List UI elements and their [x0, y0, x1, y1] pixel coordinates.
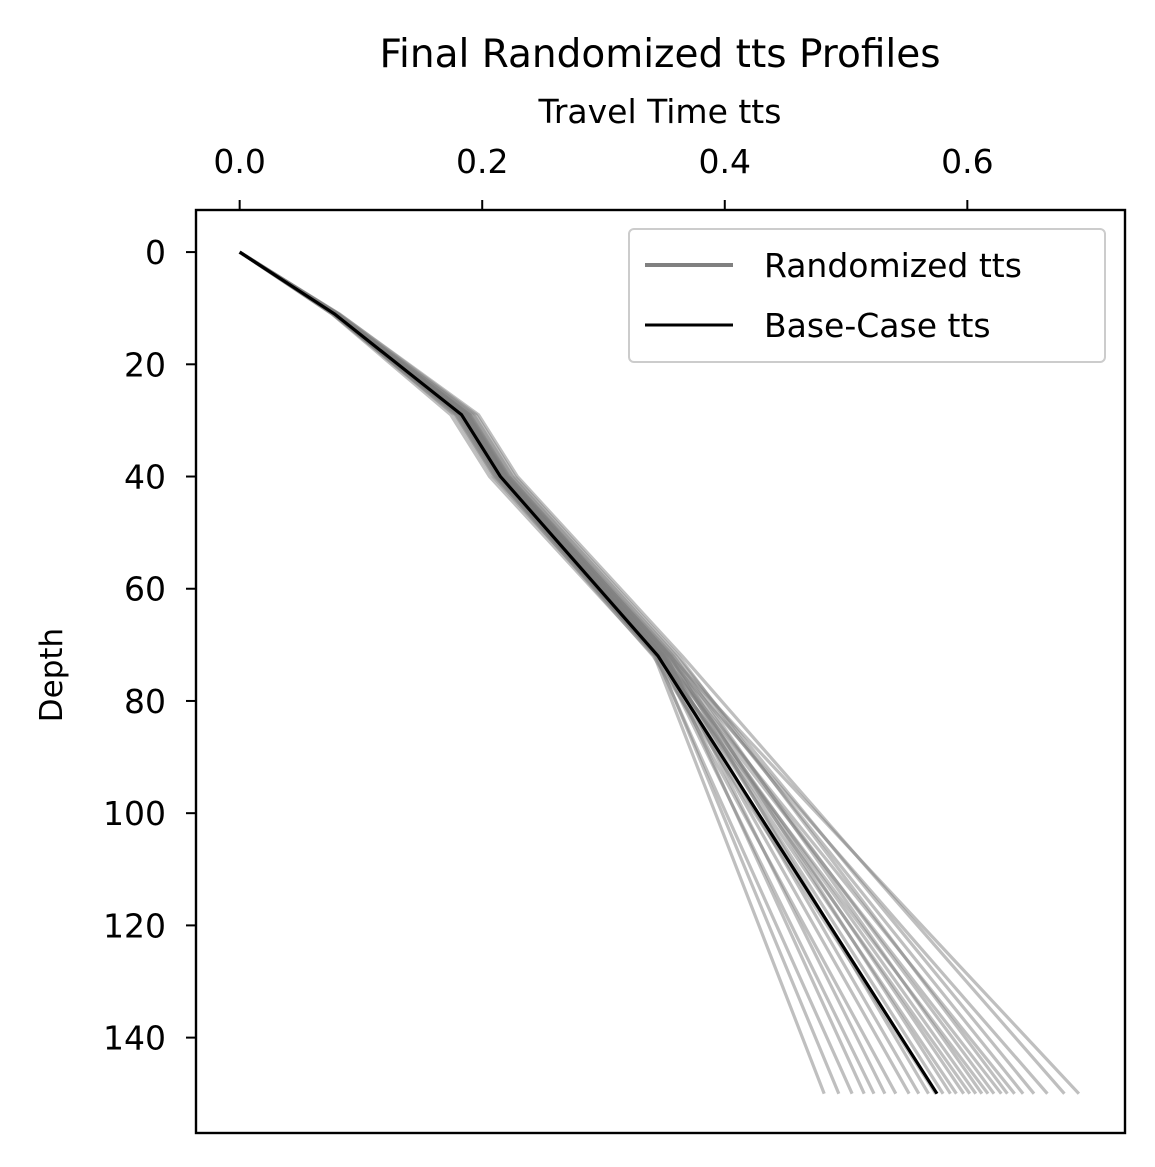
legend: Randomized tts Base-Case tts: [628, 228, 1106, 363]
x-tick-label: 0.6: [941, 142, 993, 181]
base-case-line: [238, 250, 939, 1095]
y-axis-ticks: 0 20 40 60 80 100 120 140: [103, 233, 196, 1058]
chart-title: Final Randomized tts Profiles: [379, 32, 940, 77]
x-tick-label: 0.2: [456, 142, 508, 181]
x-tick-label: 0.0: [213, 142, 265, 181]
y-tick-label: 0: [145, 233, 166, 272]
y-tick-label: 40: [124, 458, 166, 497]
legend-label-randomized: Randomized tts: [764, 246, 1022, 285]
x-axis-label: Travel Time tts: [538, 92, 782, 131]
y-tick-label: 100: [103, 794, 166, 833]
y-tick-label: 140: [103, 1019, 166, 1058]
y-tick-label: 20: [124, 345, 166, 384]
x-tick-label: 0.4: [699, 142, 751, 181]
x-axis-ticks: 0.0 0.2 0.4 0.6: [213, 142, 994, 210]
legend-label-base-case: Base-Case tts: [764, 306, 991, 345]
base-case-profile: [238, 250, 939, 1095]
y-axis-label: Depth: [34, 628, 70, 722]
y-tick-label: 120: [103, 906, 166, 945]
plot-frame: [194, 208, 1127, 1135]
legend-box: [628, 228, 1106, 363]
y-tick-label: 60: [124, 570, 166, 609]
y-tick-label: 80: [124, 682, 166, 721]
